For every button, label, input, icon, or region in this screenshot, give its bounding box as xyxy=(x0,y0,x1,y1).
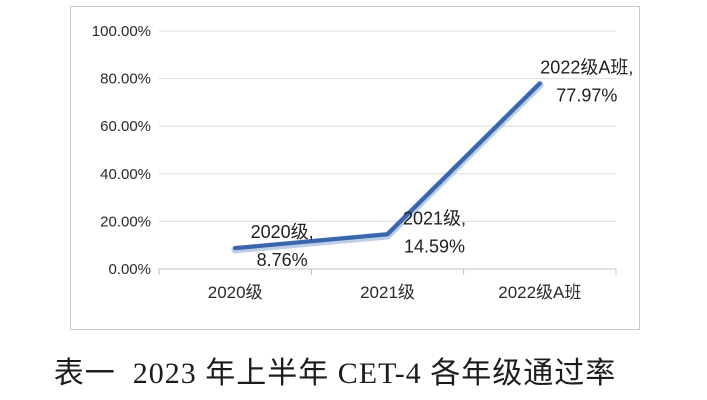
data-label-category: 2020级, xyxy=(251,222,314,242)
data-label-value: 77.97% xyxy=(556,85,617,105)
y-tick-label: 60.00% xyxy=(100,118,151,135)
chart-panel: 0.00% 20.00% 40.00% 60.00% 80.00% 100.00% 2020… xyxy=(70,6,640,330)
chart-caption: 表一 2023 年上半年 CET-4 各年级通过率 xyxy=(53,357,617,390)
x-tick-label: 2020级 xyxy=(208,283,263,302)
data-label-category: 2021级, xyxy=(403,208,466,228)
series-line xyxy=(233,81,542,251)
data-label-category: 2022级A班, xyxy=(540,57,633,77)
y-tick-label: 40.00% xyxy=(100,166,151,183)
data-label-value: 8.76% xyxy=(257,250,308,270)
y-tick-label: 0.00% xyxy=(108,261,151,278)
y-tick-label: 80.00% xyxy=(100,71,151,88)
y-tick-label: 100.00% xyxy=(92,23,151,40)
line-chart: 0.00% 20.00% 40.00% 60.00% 80.00% 100.00% 2020… xyxy=(92,23,634,302)
x-tick-label: 2021级 xyxy=(360,283,415,302)
x-tick-label: 2022级A班 xyxy=(498,283,581,302)
data-label-value: 14.59% xyxy=(404,236,465,256)
y-tick-label: 20.00% xyxy=(100,213,151,230)
